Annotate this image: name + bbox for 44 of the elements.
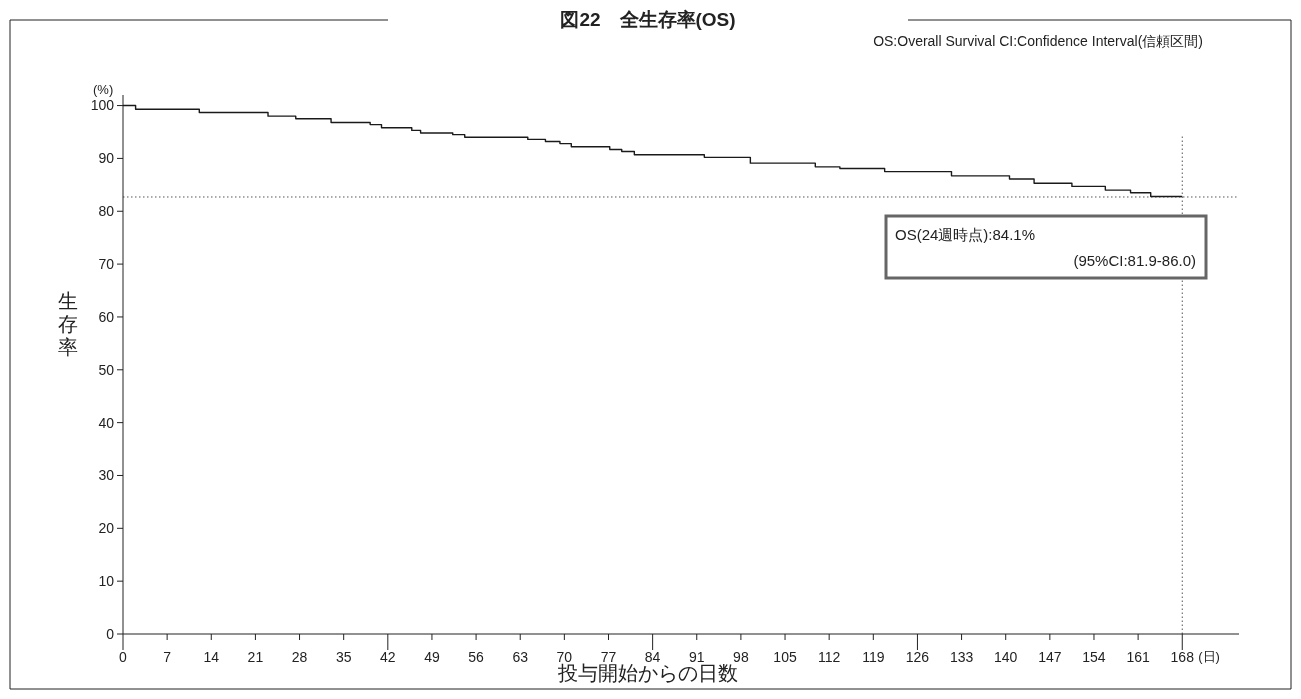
x-tick-label: 21	[247, 649, 264, 665]
x-tick-label: 0	[119, 649, 128, 665]
y-tick-label: 90	[98, 150, 115, 167]
y-tick-label: 50	[98, 361, 115, 378]
x-tick-label: 35	[335, 649, 352, 665]
y-axis-title: 生存率	[58, 290, 78, 358]
x-axis-title: 投与開始からの日数	[557, 662, 738, 684]
y-tick-label: 10	[98, 573, 115, 590]
x-tick-label: 105	[773, 649, 797, 665]
x-tick-label: 63	[512, 649, 529, 665]
x-tick-label: 77	[600, 649, 617, 665]
x-tick-label: 42	[380, 649, 396, 665]
y-tick-label: 30	[98, 467, 115, 484]
y-tick-label: 60	[98, 308, 115, 325]
x-tick-label: 91	[688, 649, 705, 665]
x-tick-label: 7	[163, 649, 172, 665]
y-tick-label: 40	[98, 414, 115, 431]
x-tick-label: 126	[905, 649, 930, 665]
x-tick-label: 140	[994, 649, 1018, 665]
x-tick-label: 84	[644, 649, 661, 665]
x-tick-label: 70	[556, 649, 573, 665]
y-tick-label: 80	[98, 203, 115, 220]
x-tick-label: 168	[1170, 649, 1195, 665]
y-tick-label: 20	[98, 520, 115, 537]
annotation: OS(24週時点):84.1%	[895, 226, 1036, 243]
x-tick-label: 112	[818, 649, 841, 665]
text: (%)	[93, 82, 114, 97]
y-tick-label: 100	[90, 97, 115, 114]
chart-title: 図22 全生存率(OS)	[560, 9, 736, 30]
x-tick-label: 133	[949, 649, 974, 665]
x-tick-label: 28	[291, 649, 308, 665]
x-tick-label: 98	[733, 649, 749, 665]
y-tick-label: 70	[98, 256, 115, 272]
x-tick-label: 161	[1126, 649, 1151, 665]
x-tick-label: 49	[424, 649, 440, 665]
x-tick-label: 119	[862, 649, 885, 665]
x-tick-label: 56	[468, 649, 485, 665]
text: OS:Overall Survival CI:Confidence Interval(信頼区間)	[873, 33, 1203, 49]
y-tick-label: 0	[106, 625, 115, 642]
x-tick-label: 14	[203, 649, 220, 665]
annotation: (95%CI:81.9-86.0)	[1073, 252, 1196, 269]
text: (日)	[1198, 649, 1220, 664]
x-tick-label: 147	[1038, 649, 1062, 665]
x-tick-label: 154	[1082, 649, 1106, 665]
